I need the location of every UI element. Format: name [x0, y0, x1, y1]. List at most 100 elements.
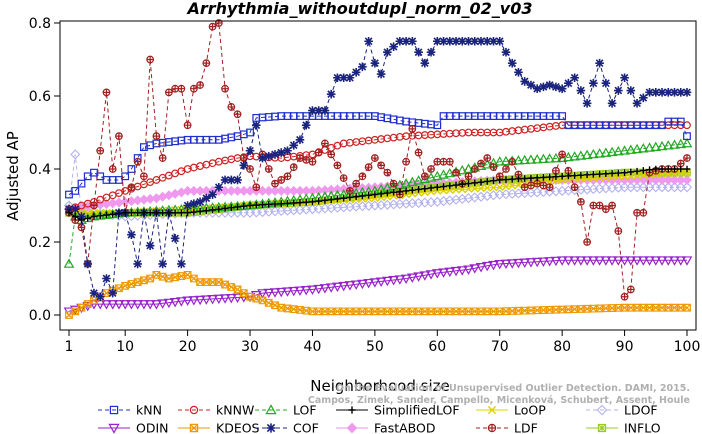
data-point	[284, 200, 291, 207]
data-point	[608, 173, 616, 181]
data-point	[326, 89, 336, 99]
data-point	[288, 286, 300, 297]
data-point	[183, 201, 192, 210]
data-point	[494, 156, 506, 166]
data-point	[439, 36, 448, 46]
data-point	[620, 172, 629, 181]
data-point	[452, 181, 460, 189]
x-tick-label: 20	[179, 339, 197, 355]
data-point	[213, 294, 225, 305]
data-point	[456, 266, 468, 276]
data-point	[676, 117, 685, 126]
data-point	[564, 78, 573, 88]
data-point	[664, 165, 672, 173]
data-point	[481, 159, 493, 169]
data-point	[283, 146, 292, 156]
data-point	[606, 256, 618, 266]
series-line-odin	[68, 259, 687, 312]
data-point	[352, 179, 361, 188]
data-point	[570, 183, 579, 192]
data-point	[527, 181, 535, 190]
data-point	[513, 155, 524, 165]
data-point	[644, 142, 655, 152]
data-point	[194, 295, 206, 306]
data-point	[583, 238, 592, 246]
data-point	[246, 128, 254, 137]
data-point	[402, 190, 410, 199]
data-point	[651, 88, 661, 97]
data-point	[189, 423, 199, 433]
data-point	[77, 179, 86, 188]
data-point	[476, 36, 486, 46]
data-point	[632, 99, 642, 108]
y-tick-label: 0.4	[29, 162, 51, 178]
legend-item-fastabod: FastABOD	[336, 421, 436, 434]
data-point	[271, 301, 279, 310]
data-point	[583, 174, 591, 183]
data-point	[595, 173, 604, 182]
data-point	[271, 200, 279, 208]
data-point	[314, 148, 323, 157]
data-point	[232, 293, 243, 303]
data-point	[452, 186, 460, 194]
data-point	[520, 77, 529, 86]
data-point	[163, 298, 175, 309]
data-point	[282, 287, 293, 297]
data-point	[352, 193, 360, 201]
data-point	[400, 274, 412, 285]
data-point	[269, 288, 281, 298]
data-point	[264, 298, 273, 307]
data-point	[308, 157, 317, 166]
data-point	[96, 212, 104, 220]
data-point	[183, 121, 192, 130]
data-point	[607, 99, 617, 108]
data-point	[233, 285, 242, 294]
data-point	[438, 268, 449, 278]
data-point	[452, 168, 460, 177]
data-point	[396, 188, 404, 195]
data-point	[420, 172, 429, 181]
data-point	[565, 172, 572, 180]
data-point	[464, 36, 473, 46]
data-point	[490, 177, 497, 184]
data-point	[626, 86, 636, 95]
data-point	[477, 184, 485, 193]
data-point	[108, 165, 117, 173]
data-point	[414, 148, 423, 157]
data-point	[419, 271, 431, 281]
data-point	[390, 189, 397, 196]
data-point	[631, 256, 643, 266]
data-point	[389, 192, 398, 200]
data-point	[487, 405, 497, 415]
data-point	[127, 280, 136, 288]
data-point	[302, 156, 311, 164]
data-point	[495, 183, 504, 192]
data-point	[502, 165, 510, 173]
data-point	[334, 195, 341, 203]
data-point	[271, 179, 279, 188]
data-point	[408, 125, 417, 133]
data-point	[203, 207, 210, 214]
data-point	[77, 212, 86, 221]
data-point	[140, 172, 148, 181]
data-point	[371, 191, 379, 198]
data-point	[652, 165, 660, 173]
data-point	[581, 149, 593, 160]
data-point	[676, 88, 686, 97]
data-point	[669, 256, 680, 266]
data-point	[320, 106, 330, 115]
data-point	[325, 283, 337, 293]
data-point	[159, 209, 166, 217]
data-point	[90, 168, 98, 177]
data-point	[65, 209, 73, 217]
data-point	[389, 179, 398, 188]
data-point	[90, 296, 98, 305]
data-point	[134, 209, 141, 217]
data-point	[84, 214, 92, 222]
data-point	[558, 112, 567, 120]
data-point	[445, 36, 455, 46]
data-point	[519, 154, 531, 165]
axes: 1 10 20 30 40 50 60 70 80 90 100 0.0 0.2 0.4 0.6 0.8	[29, 16, 701, 355]
data-point	[683, 154, 691, 162]
data-point	[526, 80, 536, 90]
